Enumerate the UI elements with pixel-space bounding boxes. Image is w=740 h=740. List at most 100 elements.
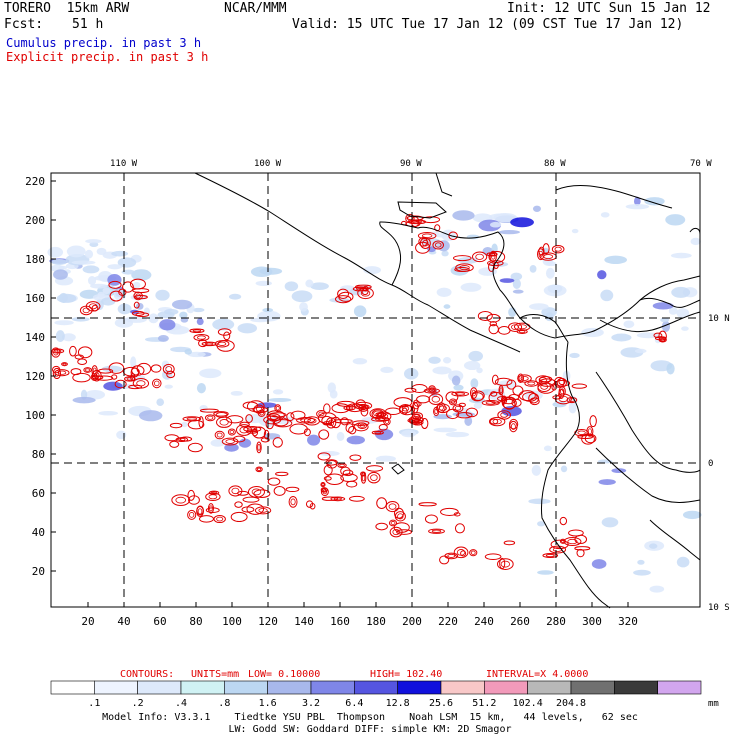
precip-contour bbox=[266, 410, 285, 421]
precip-contour bbox=[346, 480, 358, 488]
precip-cell bbox=[510, 272, 523, 281]
precip-contour bbox=[231, 487, 240, 495]
precip-contour bbox=[345, 403, 364, 413]
precip-contour bbox=[524, 380, 539, 387]
precip-contour bbox=[288, 496, 298, 508]
precip-contour bbox=[517, 373, 525, 383]
precip-cell bbox=[545, 312, 554, 322]
precip-contour bbox=[131, 310, 145, 316]
precip-contour bbox=[189, 328, 205, 334]
precip-cell bbox=[428, 356, 441, 364]
precip-contour bbox=[432, 240, 444, 250]
precip-contour bbox=[322, 488, 327, 492]
x-tick-label: 100 bbox=[222, 615, 242, 628]
lat-label-10s: 10 S bbox=[708, 603, 730, 613]
precip-contour bbox=[353, 401, 373, 410]
precip-contour bbox=[255, 466, 263, 473]
precip-contour bbox=[245, 429, 258, 434]
precip-contour bbox=[323, 464, 333, 476]
colorbar: .1 .2 .4 .8 1.6 3.2 6.4 12.8 25.6 51.2 102.4 204.8 bbox=[50, 680, 702, 709]
precip-contour bbox=[499, 387, 503, 394]
precip-contour bbox=[448, 398, 458, 406]
colorbar-swatch bbox=[484, 680, 528, 695]
precip-contour bbox=[325, 459, 338, 466]
precip-cell bbox=[90, 283, 108, 289]
x-tick-label: 200 bbox=[402, 615, 422, 628]
y-tick-label: 220 bbox=[25, 175, 45, 188]
precip-contour bbox=[456, 412, 473, 419]
precip-contour bbox=[247, 485, 265, 498]
colorbar-swatch bbox=[657, 680, 702, 695]
colorbar-label: 1.6 bbox=[259, 698, 277, 709]
precip-contour bbox=[589, 415, 597, 428]
precip-cell bbox=[623, 320, 635, 329]
precip-contour bbox=[213, 411, 229, 417]
precip-contour bbox=[305, 500, 314, 508]
precip-contour bbox=[577, 430, 586, 435]
precip-contour bbox=[272, 437, 283, 448]
precip-cell bbox=[649, 543, 658, 549]
precip-cell bbox=[403, 368, 419, 380]
precip-cell bbox=[537, 521, 546, 527]
precip-contour bbox=[469, 549, 478, 557]
precip-cell bbox=[666, 363, 675, 375]
precip-contour bbox=[447, 553, 456, 558]
precip-contour bbox=[470, 550, 476, 555]
precip-cell bbox=[353, 305, 367, 318]
precip-contour bbox=[242, 401, 259, 410]
precip-contour bbox=[471, 392, 484, 402]
lat-label-0: 0 bbox=[708, 459, 713, 469]
precip-contour bbox=[587, 428, 592, 435]
precip-cell bbox=[47, 246, 64, 258]
precip-cell bbox=[432, 366, 452, 375]
precip-contour bbox=[186, 417, 198, 421]
precip-contour bbox=[246, 400, 265, 413]
precip-cell bbox=[55, 330, 65, 342]
precip-cell bbox=[625, 204, 650, 210]
model-info-line1: Model Info: V3.3.1 Tiedtke YSU PBL Thomp… bbox=[102, 712, 638, 723]
precip-cell bbox=[54, 320, 74, 326]
hispaniola bbox=[689, 227, 701, 235]
precip-contour bbox=[538, 250, 543, 258]
precip-cell bbox=[224, 443, 239, 452]
y-tick-label: 200 bbox=[25, 214, 45, 227]
precip-contour bbox=[273, 417, 289, 427]
colorbar-swatch bbox=[50, 680, 95, 695]
precip-contour bbox=[169, 422, 183, 429]
precip-cell bbox=[352, 358, 368, 365]
precip-cell bbox=[121, 269, 136, 275]
precip-contour bbox=[371, 430, 384, 435]
organization-label: NCAR/MMM bbox=[224, 1, 287, 16]
y-tick-label: 60 bbox=[32, 487, 45, 500]
precip-contour bbox=[333, 497, 343, 501]
precip-cell bbox=[600, 212, 610, 218]
precip-contour bbox=[361, 474, 366, 482]
precip-contour bbox=[237, 490, 249, 496]
x-tick-label: 120 bbox=[258, 615, 278, 628]
x-tick-label: 80 bbox=[189, 615, 202, 628]
precip-cell bbox=[670, 252, 692, 259]
precip-contour bbox=[375, 522, 388, 531]
precip-cell bbox=[453, 384, 464, 391]
precip-contour bbox=[424, 514, 438, 524]
precip-contour bbox=[192, 329, 202, 333]
precip-contour bbox=[414, 413, 421, 419]
precip-cell bbox=[157, 335, 169, 342]
precip-contour bbox=[488, 253, 496, 256]
precip-cell bbox=[103, 381, 123, 391]
precip-contour bbox=[303, 428, 311, 437]
precip-contour bbox=[234, 501, 243, 508]
precip-contour bbox=[275, 471, 289, 477]
precip-contour bbox=[421, 233, 433, 238]
precip-contour bbox=[334, 295, 352, 304]
precip-cell bbox=[299, 302, 308, 312]
precip-contour bbox=[499, 557, 506, 570]
grid-lines bbox=[51, 173, 700, 607]
precip-contour bbox=[453, 546, 469, 559]
precip-cell bbox=[97, 291, 105, 298]
precip-contour bbox=[357, 422, 367, 430]
precip-contour bbox=[517, 324, 527, 330]
precip-cell bbox=[401, 429, 417, 438]
precip-contour bbox=[450, 399, 456, 404]
colorbar-label: 51.2 bbox=[472, 698, 496, 709]
